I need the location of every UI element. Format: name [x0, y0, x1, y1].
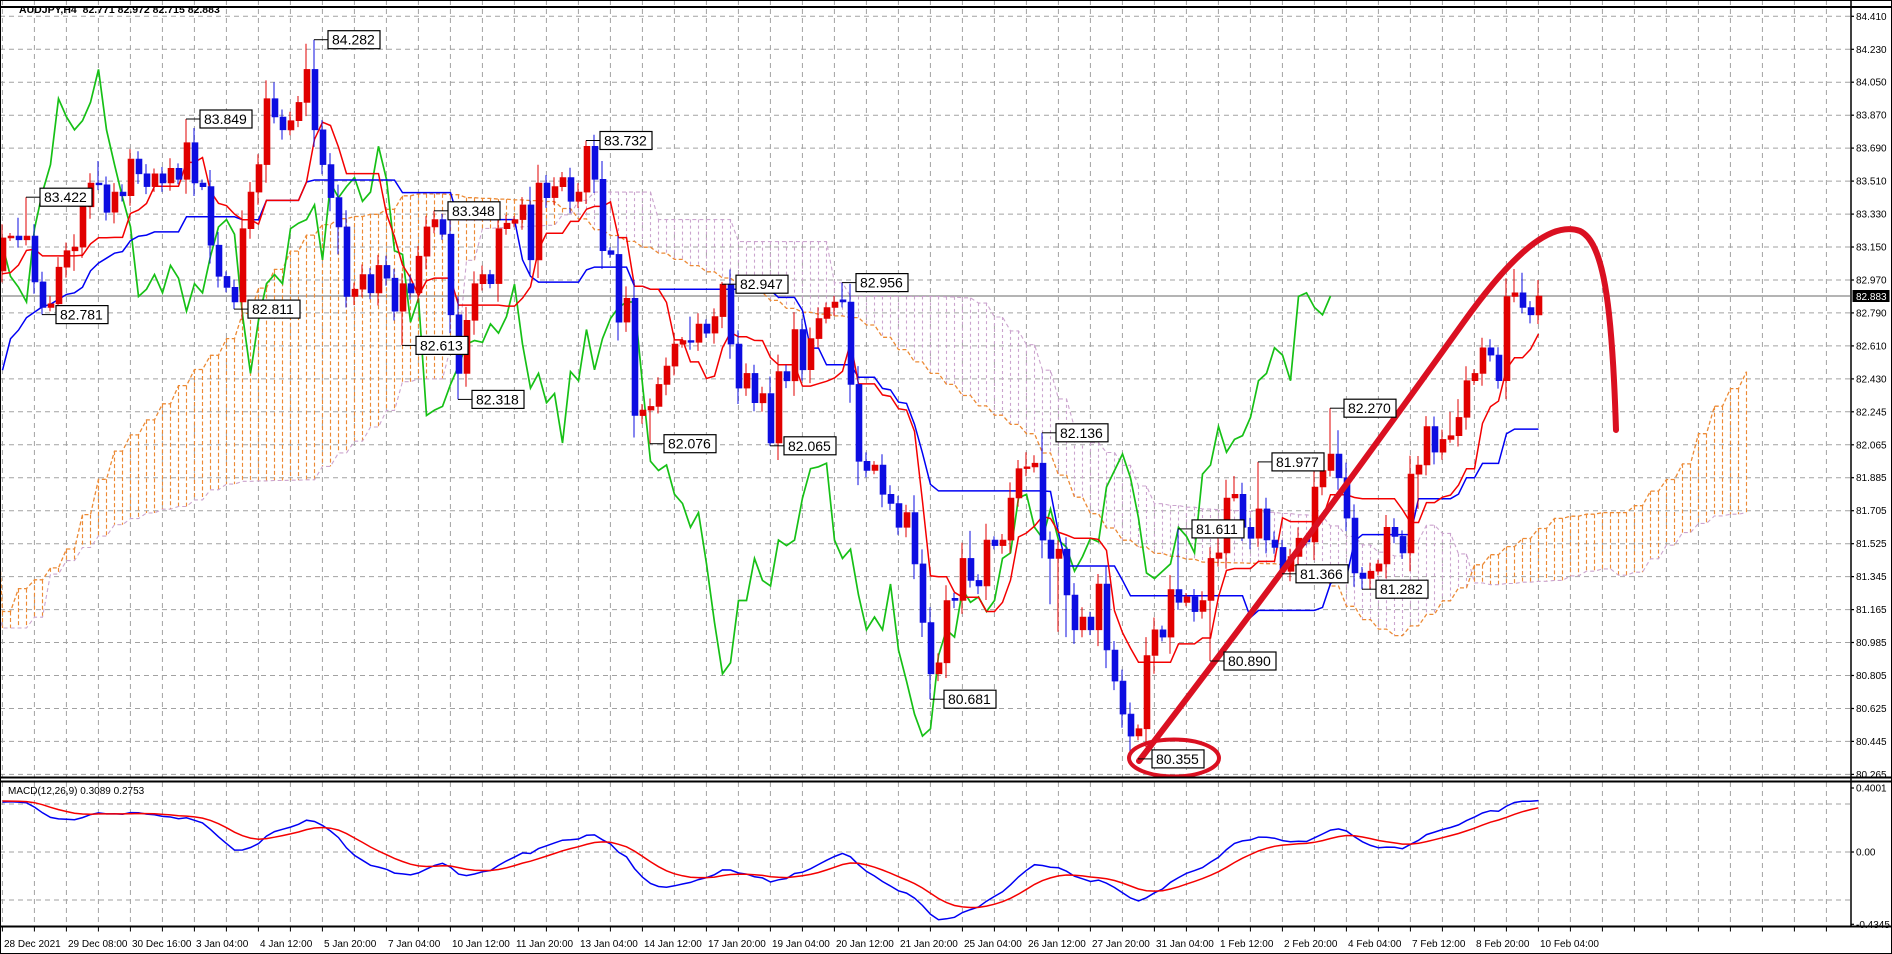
- svg-text:82.811: 82.811: [252, 301, 294, 317]
- svg-text:83.330: 83.330: [1856, 210, 1887, 221]
- svg-text:82.790: 82.790: [1856, 308, 1887, 319]
- svg-text:80.985: 80.985: [1856, 638, 1887, 649]
- svg-text:83.510: 83.510: [1856, 177, 1887, 188]
- svg-text:81.885: 81.885: [1856, 473, 1887, 484]
- svg-text:82.613: 82.613: [420, 337, 463, 353]
- svg-text:82.970: 82.970: [1856, 276, 1887, 287]
- svg-text:82.430: 82.430: [1856, 374, 1887, 385]
- svg-text:82.610: 82.610: [1856, 341, 1887, 352]
- svg-text:84.410: 84.410: [1856, 12, 1887, 23]
- svg-text:82.076: 82.076: [668, 436, 711, 452]
- svg-text:26 Jan 12:00: 26 Jan 12:00: [1028, 939, 1086, 950]
- svg-text:83.348: 83.348: [452, 203, 495, 219]
- svg-text:84.230: 84.230: [1856, 45, 1887, 56]
- svg-text:0.00: 0.00: [1856, 848, 1876, 859]
- svg-text:31 Jan 04:00: 31 Jan 04:00: [1156, 939, 1214, 950]
- svg-text:10 Feb 04:00: 10 Feb 04:00: [1540, 939, 1599, 950]
- svg-text:28 Dec 2021: 28 Dec 2021: [4, 939, 61, 950]
- svg-text:AUDJPY,H4 82.771 82.972 82.71: AUDJPY,H4 82.771 82.972 82.715 82.883: [19, 4, 220, 16]
- svg-text:19 Jan 04:00: 19 Jan 04:00: [772, 939, 830, 950]
- svg-text:29 Dec 08:00: 29 Dec 08:00: [68, 939, 128, 950]
- svg-text:80.805: 80.805: [1856, 671, 1887, 682]
- svg-text:82.065: 82.065: [788, 438, 831, 454]
- svg-text:10 Jan 12:00: 10 Jan 12:00: [452, 939, 510, 950]
- svg-text:83.150: 83.150: [1856, 243, 1887, 254]
- svg-text:82.065: 82.065: [1856, 440, 1887, 451]
- svg-text:83.732: 83.732: [604, 133, 647, 149]
- svg-text:17 Jan 20:00: 17 Jan 20:00: [708, 939, 766, 950]
- svg-text:82.781: 82.781: [60, 307, 103, 323]
- svg-text:80.681: 80.681: [948, 691, 991, 707]
- svg-text:81.977: 81.977: [1276, 454, 1319, 470]
- svg-text:80.890: 80.890: [1228, 653, 1271, 669]
- svg-text:81.525: 81.525: [1856, 539, 1887, 550]
- svg-text:81.366: 81.366: [1300, 566, 1343, 582]
- svg-text:13 Jan 04:00: 13 Jan 04:00: [580, 939, 638, 950]
- svg-text:82.136: 82.136: [1060, 425, 1103, 441]
- svg-text:83.422: 83.422: [44, 189, 87, 205]
- svg-text:83.849: 83.849: [204, 111, 247, 127]
- svg-text:2 Feb 20:00: 2 Feb 20:00: [1284, 939, 1338, 950]
- svg-text:80.445: 80.445: [1856, 737, 1887, 748]
- svg-text:83.690: 83.690: [1856, 144, 1887, 155]
- svg-text:82.270: 82.270: [1348, 400, 1391, 416]
- svg-text:81.611: 81.611: [1196, 521, 1238, 537]
- svg-text:82.956: 82.956: [860, 275, 903, 291]
- svg-text:11 Jan 20:00: 11 Jan 20:00: [516, 939, 574, 950]
- svg-text:82.883: 82.883: [1856, 292, 1887, 303]
- svg-text:20 Jan 12:00: 20 Jan 12:00: [836, 939, 894, 950]
- svg-text:21 Jan 20:00: 21 Jan 20:00: [900, 939, 958, 950]
- svg-text:80.355: 80.355: [1156, 751, 1199, 767]
- svg-text:7 Feb 12:00: 7 Feb 12:00: [1412, 939, 1466, 950]
- svg-text:80.265: 80.265: [1856, 770, 1887, 781]
- svg-text:1 Feb 12:00: 1 Feb 12:00: [1220, 939, 1274, 950]
- svg-text:27 Jan 20:00: 27 Jan 20:00: [1092, 939, 1150, 950]
- svg-text:3 Jan 04:00: 3 Jan 04:00: [196, 939, 249, 950]
- svg-text:7 Jan 04:00: 7 Jan 04:00: [388, 939, 441, 950]
- svg-text:82.245: 82.245: [1856, 407, 1887, 418]
- svg-text:MACD(12,26,9) 0.3089 0.2753: MACD(12,26,9) 0.3089 0.2753: [8, 786, 145, 797]
- svg-text:4 Jan 12:00: 4 Jan 12:00: [260, 939, 313, 950]
- svg-text:81.282: 81.282: [1380, 581, 1423, 597]
- svg-text:30 Dec 16:00: 30 Dec 16:00: [132, 939, 192, 950]
- svg-text:8 Feb 20:00: 8 Feb 20:00: [1476, 939, 1530, 950]
- svg-text:-0.4345: -0.4345: [1856, 920, 1890, 931]
- svg-text:81.705: 81.705: [1856, 506, 1887, 517]
- svg-text:5 Jan 20:00: 5 Jan 20:00: [324, 939, 377, 950]
- svg-text:4 Feb 04:00: 4 Feb 04:00: [1348, 939, 1402, 950]
- svg-text:84.050: 84.050: [1856, 78, 1887, 89]
- svg-text:0.4001: 0.4001: [1856, 784, 1887, 795]
- svg-text:81.165: 81.165: [1856, 605, 1887, 616]
- svg-text:84.282: 84.282: [332, 32, 375, 48]
- svg-text:81.345: 81.345: [1856, 572, 1887, 583]
- svg-text:82.318: 82.318: [476, 391, 519, 407]
- svg-text:14 Jan 12:00: 14 Jan 12:00: [644, 939, 702, 950]
- svg-text:82.947: 82.947: [740, 276, 783, 292]
- svg-text:80.625: 80.625: [1856, 704, 1887, 715]
- svg-text:83.870: 83.870: [1856, 111, 1887, 122]
- svg-text:25 Jan 04:00: 25 Jan 04:00: [964, 939, 1022, 950]
